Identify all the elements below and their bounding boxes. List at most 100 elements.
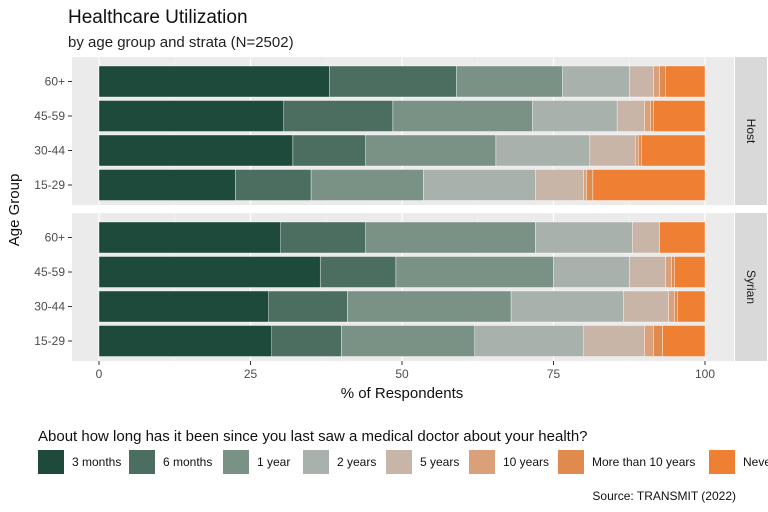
x-tick-label: 25 [244,367,258,381]
legend-label-more-than-10-years: More than 10 years [592,455,695,469]
legend: 3 months 6 months 1 year 2 years 5 years 10 y… [38,450,768,474]
bar-segment-host-15-29-5-years [535,169,585,201]
bar-segment-host-30-44-never [641,134,706,167]
bar-segment-host-15-29-2-years [423,169,536,201]
bar-segment-host-60+-6-months [329,65,457,98]
legend-swatch-1-year [223,450,249,474]
legend-label-10-years: 10 years [503,455,549,469]
bar-segment-syrian-30-44-10-years [668,290,675,323]
bar-segment-syrian-15-29-1-year [341,325,475,357]
bar-segment-syrian-45-59-1-year [395,256,554,288]
bar-segment-host-15-29-more-than-10-years [586,169,594,201]
bar-segment-syrian-45-59-never [674,256,706,288]
bar-segment-host-60+-3-months [98,65,330,98]
bar-segment-host-45-59-10-years [644,100,651,132]
y-tick-label: 60+ [45,231,65,245]
legend-label-6-months: 6 months [163,455,212,469]
facet-strip-host [735,57,767,205]
facet-label-host: Host [744,119,758,144]
bar-segment-host-15-29-10-years [583,169,588,201]
bar-segment-syrian-15-29-3-months [98,325,272,357]
y-tick-label: 45-59 [34,109,65,123]
y-axis-title: Age Group [6,174,23,247]
legend-label-never: Never [743,455,768,469]
bar-segment-syrian-30-44-2-years [510,290,624,323]
bar-segment-host-30-44-more-than-10-years [638,134,642,167]
y-tick-label: 15-29 [34,178,65,192]
bar-segment-host-30-44-6-months [292,134,366,167]
bar-segment-syrian-15-29-2-years [474,325,585,357]
bar-segment-syrian-30-44-3-months [98,290,269,323]
chart-title: Healthcare Utilization [68,7,248,28]
chart-subtitle: by age group and strata (N=2502) [68,34,294,51]
x-tick-label: 75 [547,367,561,381]
bar-segment-host-30-44-5-years [589,134,636,167]
legend-swatch-3-months [38,450,64,474]
legend-title: About how long has it been since you las… [38,428,588,445]
x-axis-title: % of Respondents [341,385,464,402]
bar-segment-host-30-44-2-years [495,134,591,167]
x-tick-label: 100 [695,367,715,381]
bar-segment-host-45-59-3-months [98,100,285,132]
legend-swatch-more-than-10-years [558,450,584,474]
legend-label-1-year: 1 year [257,455,290,469]
bar-segment-host-30-44-1-year [365,134,497,167]
bar-segment-syrian-15-29-5-years [583,325,645,357]
bar-segment-host-45-59-never [653,100,706,132]
legend-label-2-years: 2 years [337,455,376,469]
x-tick-label: 0 [96,367,103,381]
bar-segment-host-15-29-never [592,169,706,201]
bar-segment-syrian-45-59-5-years [629,256,666,288]
bar-segment-host-45-59-6-months [283,100,394,132]
bar-segment-syrian-60+-1-year [365,221,536,254]
bar-segment-syrian-30-44-more-than-10-years [674,290,678,323]
bar-segment-syrian-30-44-never [677,290,706,323]
bar-segment-syrian-45-59-2-years [553,256,630,288]
facet-label-syrian: Syrian [744,270,758,304]
y-tick-label: 30-44 [34,144,65,158]
bar-segment-syrian-60+-never [659,221,706,254]
bar-segment-syrian-30-44-1-year [347,290,512,323]
y-tick-label: 30-44 [34,300,65,314]
legend-label-5-years: 5 years [420,455,459,469]
bar-segment-host-45-59-1-year [392,100,533,132]
facet-strip-syrian [735,213,767,361]
bar-segment-host-60+-5-years [629,65,654,98]
bar-segment-syrian-60+-6-months [280,221,366,254]
y-tick-label: 15-29 [34,334,65,348]
legend-swatch-10-years [469,450,495,474]
bar-segment-host-60+-2-years [562,65,630,98]
bar-segment-host-45-59-5-years [616,100,645,132]
bar-segment-host-45-59-2-years [532,100,618,132]
legend-label-3-months: 3 months [72,455,121,469]
bar-segment-host-60+-1-year [456,65,563,98]
bar-segment-syrian-45-59-3-months [98,256,321,288]
legend-swatch-5-years [386,450,412,474]
bar-segment-syrian-45-59-10-years [665,256,672,288]
bar-segment-syrian-60+-5-years [632,221,660,254]
y-tick-label: 45-59 [34,265,65,279]
bar-segment-host-30-44-3-months [98,134,294,167]
bar-segment-host-60+-10-years [653,65,660,98]
x-axis: 0 25 50 75 100 [96,361,715,381]
bar-segment-syrian-60+-2-years [535,221,633,254]
bar-segment-host-15-29-1-year [310,169,424,201]
bar-segment-syrian-60+-3-months [98,221,282,254]
x-tick-label: 50 [395,367,409,381]
panel-host: Host 60+ 45-59 30-44 15-29 [34,57,767,205]
bar-segment-host-15-29-3-months [98,169,236,201]
bar-segment-syrian-30-44-6-months [268,290,348,323]
bar-segment-host-15-29-6-months [235,169,312,201]
legend-swatch-never [709,450,735,474]
legend-swatch-2-years [303,450,329,474]
bar-segment-host-45-59-more-than-10-years [650,100,654,132]
bar-segment-syrian-15-29-6-months [271,325,342,357]
bar-segment-host-30-44-10-years [635,134,639,167]
bar-segment-syrian-15-29-more-than-10-years [653,325,663,357]
bar-segment-syrian-15-29-never [662,325,706,357]
chart-caption: Source: TRANSMIT (2022) [592,489,736,503]
y-tick-label: 60+ [45,75,65,89]
bar-segment-syrian-45-59-6-months [319,256,397,288]
bar-segment-syrian-30-44-5-years [622,290,669,323]
